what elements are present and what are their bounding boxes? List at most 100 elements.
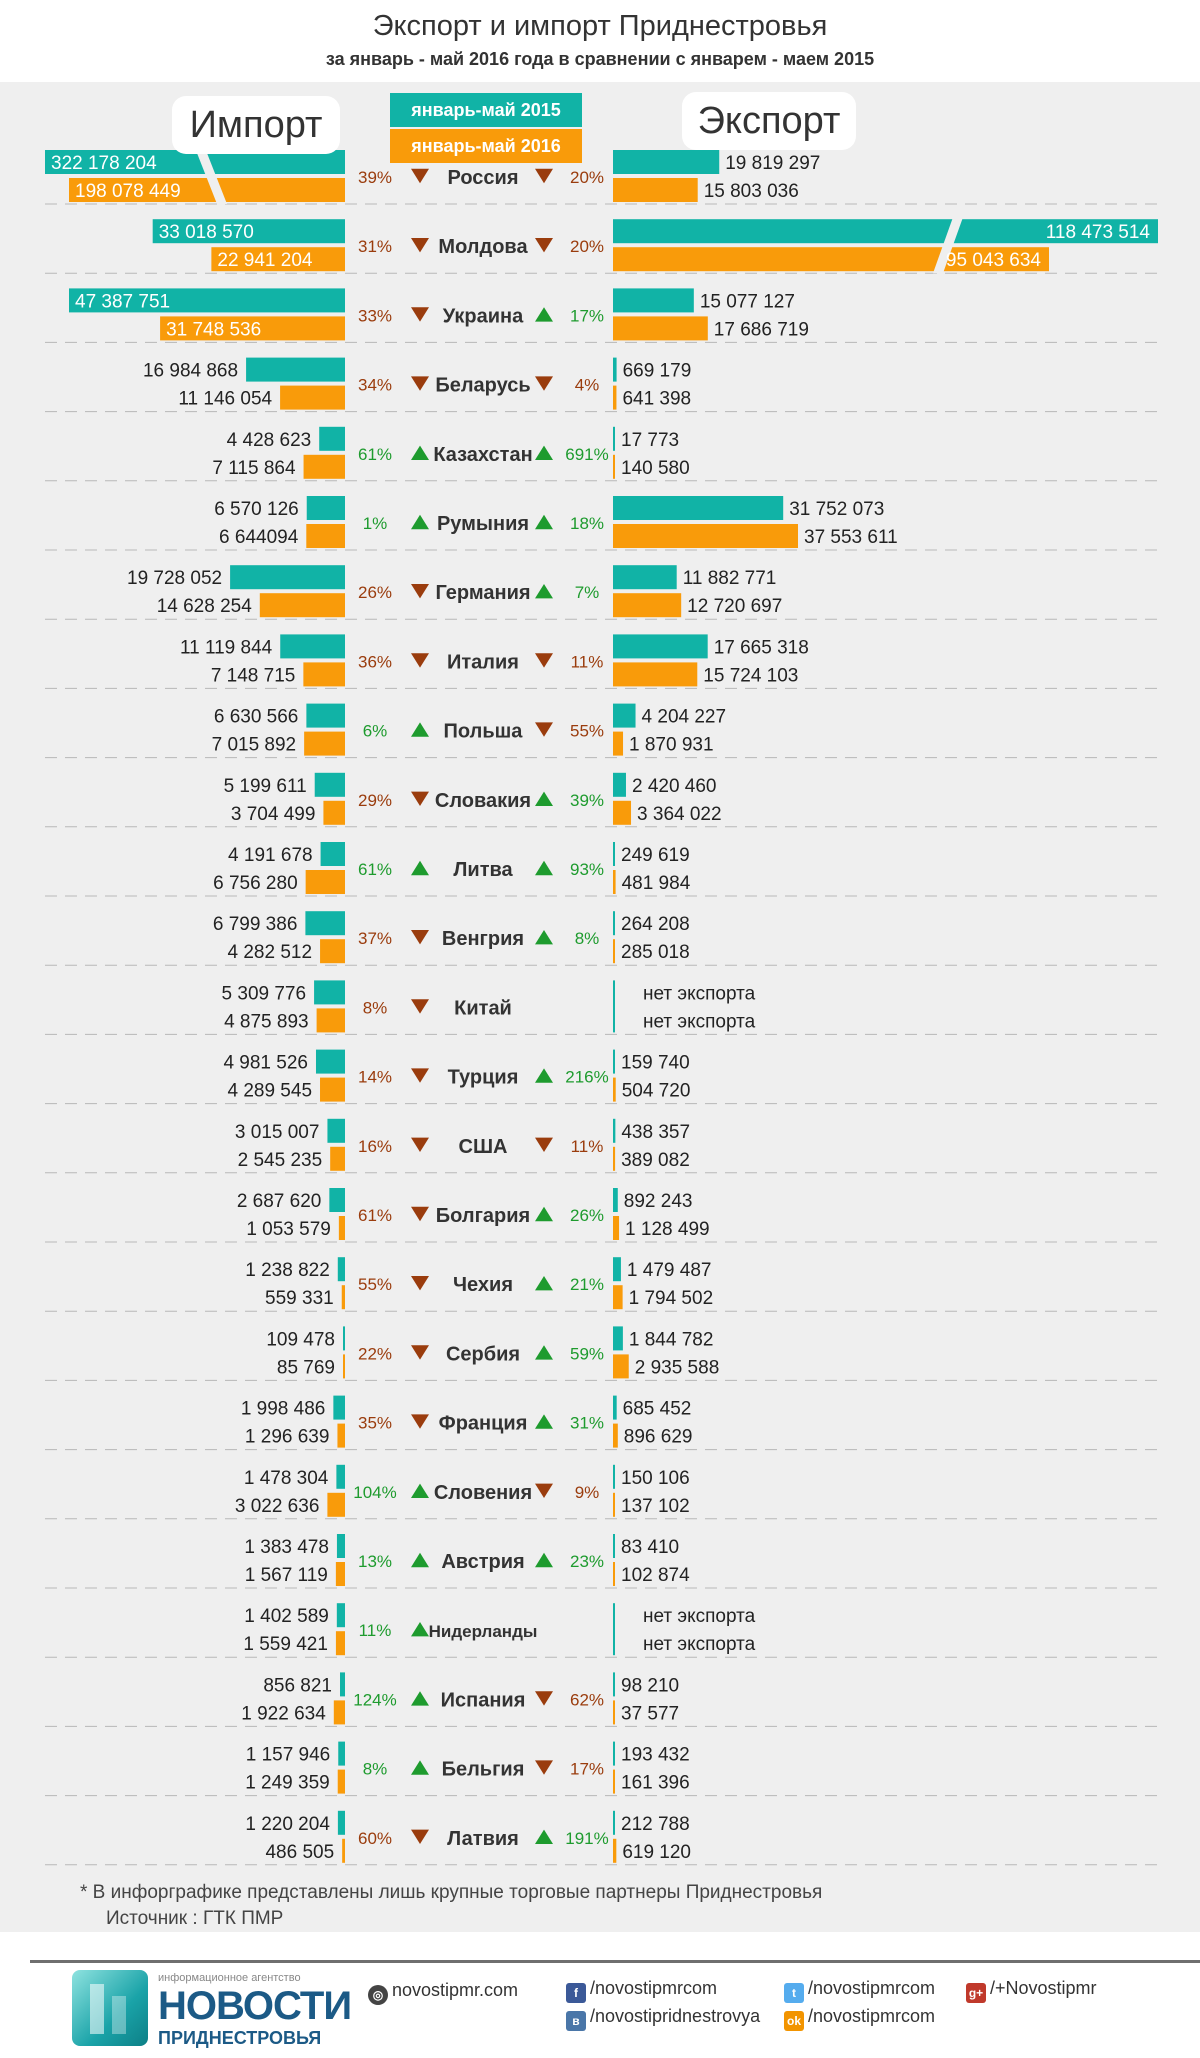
export-value-2016: 389 082 — [621, 1150, 690, 1171]
import-trend-down-arrow-icon — [411, 791, 429, 806]
export-change-pct: 93% — [570, 860, 604, 879]
import-value-2016: 198 078 449 — [75, 181, 181, 202]
twitter-link[interactable]: t/novostipmrcom — [784, 1978, 935, 2003]
import-bar-2016 — [316, 1008, 345, 1033]
ok-link[interactable]: ok/novostipmrcom — [784, 2006, 935, 2031]
export-trend-up-arrow-icon — [535, 445, 553, 460]
export-value-2016: 619 120 — [622, 1842, 691, 1863]
footnote-text: * В инфорграфике представлены лишь крупн… — [80, 1882, 823, 1903]
import-value-2015: 2 687 620 — [237, 1191, 322, 1212]
import-value-2015: 4 428 623 — [227, 430, 312, 451]
export-change-pct: 20% — [570, 237, 604, 256]
import-value-2015: 6 799 386 — [213, 914, 298, 935]
export-value-2015: 150 106 — [621, 1468, 690, 1489]
vk-link[interactable]: в/novostipridnestrovya — [566, 2006, 760, 2031]
country-label: Украина — [443, 305, 524, 327]
export-trend-down-arrow-icon — [535, 376, 553, 391]
export-bar-2015 — [613, 1118, 616, 1143]
country-label: Чехия — [453, 1274, 513, 1296]
country-label: Франция — [439, 1413, 528, 1435]
export-bar-2016 — [613, 1285, 623, 1310]
import-bar-2016 — [280, 385, 345, 410]
export-trend-up-arrow-icon — [535, 1829, 553, 1844]
export-value-2016: 481 984 — [622, 873, 691, 894]
import-trend-down-arrow-icon — [411, 1068, 429, 1083]
site-link[interactable]: ◎ novostipmr.com — [368, 1980, 518, 2005]
import-change-pct: 16% — [358, 1137, 392, 1156]
import-value-2016: 486 505 — [265, 1842, 334, 1863]
export-bar-2016 — [613, 1423, 618, 1448]
facebook-link[interactable]: f/novostipmrcom — [566, 1978, 717, 2003]
import-bar-2015 — [337, 1257, 345, 1282]
import-trend-up-arrow-icon — [411, 722, 429, 737]
export-bar-2015 — [613, 219, 1158, 244]
import-value-2015: 47 387 751 — [75, 291, 170, 312]
import-bar-2015 — [280, 634, 345, 659]
export-bar-2015 — [613, 1049, 615, 1074]
export-bar-2016 — [613, 1146, 616, 1171]
export-bar-2016 — [613, 870, 616, 894]
logo-icon[interactable] — [72, 1970, 148, 2046]
country-label: Казахстан — [433, 444, 532, 466]
chart-area: 322 178 204 198 078 449 39% Россия 20% 19 819… — [0, 82, 1200, 1932]
import-value-2016: 1 922 634 — [241, 1703, 326, 1724]
export-trend-down-arrow-icon — [535, 722, 553, 737]
import-value-2016: 11 146 054 — [178, 389, 272, 410]
export-trend-down-arrow-icon — [535, 238, 553, 253]
import-bar-2016 — [333, 1700, 345, 1725]
import-bar-2016 — [69, 178, 345, 202]
import-bar-2015 — [336, 1603, 345, 1628]
export-value-2015: 17 773 — [621, 430, 679, 451]
export-bar-2015 — [613, 496, 784, 520]
import-change-pct: 61% — [358, 860, 392, 879]
import-value-2015: 19 728 052 — [127, 568, 222, 589]
export-value-2016: нет экспорта — [643, 1011, 756, 1032]
export-value-2016: 17 686 719 — [714, 319, 809, 340]
legend-2016: январь-май 2016 — [390, 129, 582, 163]
import-change-pct: 61% — [358, 1206, 392, 1225]
import-trend-up-arrow-icon — [411, 1691, 429, 1706]
import-bar-2016 — [327, 1492, 345, 1517]
gplus-link[interactable]: g+/+Novostipmr — [966, 1978, 1097, 2003]
export-bar-2016 — [613, 662, 698, 687]
import-change-pct: 11% — [359, 1621, 392, 1640]
export-value-2015: 17 665 318 — [714, 637, 809, 658]
import-change-pct: 37% — [358, 929, 392, 948]
brand-name[interactable]: НОВОСТИ — [158, 1984, 352, 2028]
import-bar-2016 — [330, 1146, 345, 1171]
export-bar-2016 — [613, 1077, 616, 1102]
import-bar-2015 — [338, 1741, 345, 1766]
import-value-2015: 109 478 — [266, 1329, 335, 1350]
export-bar-2015 — [613, 911, 615, 936]
import-value-2015: 1 402 589 — [244, 1606, 329, 1627]
import-value-2016: 1 559 421 — [243, 1634, 328, 1655]
export-change-pct: 7% — [575, 583, 600, 602]
import-bar-2015 — [320, 842, 345, 866]
export-value-2015: 11 882 771 — [683, 568, 777, 589]
import-trend-down-arrow-icon — [411, 930, 429, 945]
country-label: Беларусь — [435, 375, 530, 397]
import-change-pct: 55% — [358, 1275, 392, 1294]
export-bar-2015 — [613, 1810, 615, 1835]
import-trend-down-arrow-icon — [411, 376, 429, 391]
chart-title: Экспорт и импорт Приднестровья — [372, 10, 828, 42]
export-change-pct: 11% — [571, 652, 604, 671]
export-value-2015: 264 208 — [621, 914, 690, 935]
export-change-pct: 216% — [565, 1068, 608, 1087]
import-value-2015: 322 178 204 — [51, 153, 157, 174]
import-value-2015: 1 998 486 — [241, 1399, 326, 1420]
import-bar-2015 — [333, 1395, 345, 1420]
export-trend-up-arrow-icon — [535, 1345, 553, 1360]
trade-chart: 322 178 204 198 078 449 39% Россия 20% 19 819… — [45, 148, 1160, 1866]
export-value-2016: 896 629 — [624, 1427, 693, 1448]
export-value-2016: 137 102 — [621, 1496, 690, 1517]
import-bar-2015 — [305, 911, 345, 936]
vk-icon: в — [566, 2011, 586, 2031]
export-value-2016: 1 870 931 — [629, 735, 714, 756]
export-bar-2016 — [613, 800, 632, 825]
bar-break — [195, 148, 227, 204]
import-value-2016: 4 289 545 — [227, 1081, 312, 1102]
import-bar-2016 — [303, 454, 345, 479]
export-change-pct: 17% — [570, 306, 604, 325]
import-bar-2015 — [336, 1464, 345, 1489]
